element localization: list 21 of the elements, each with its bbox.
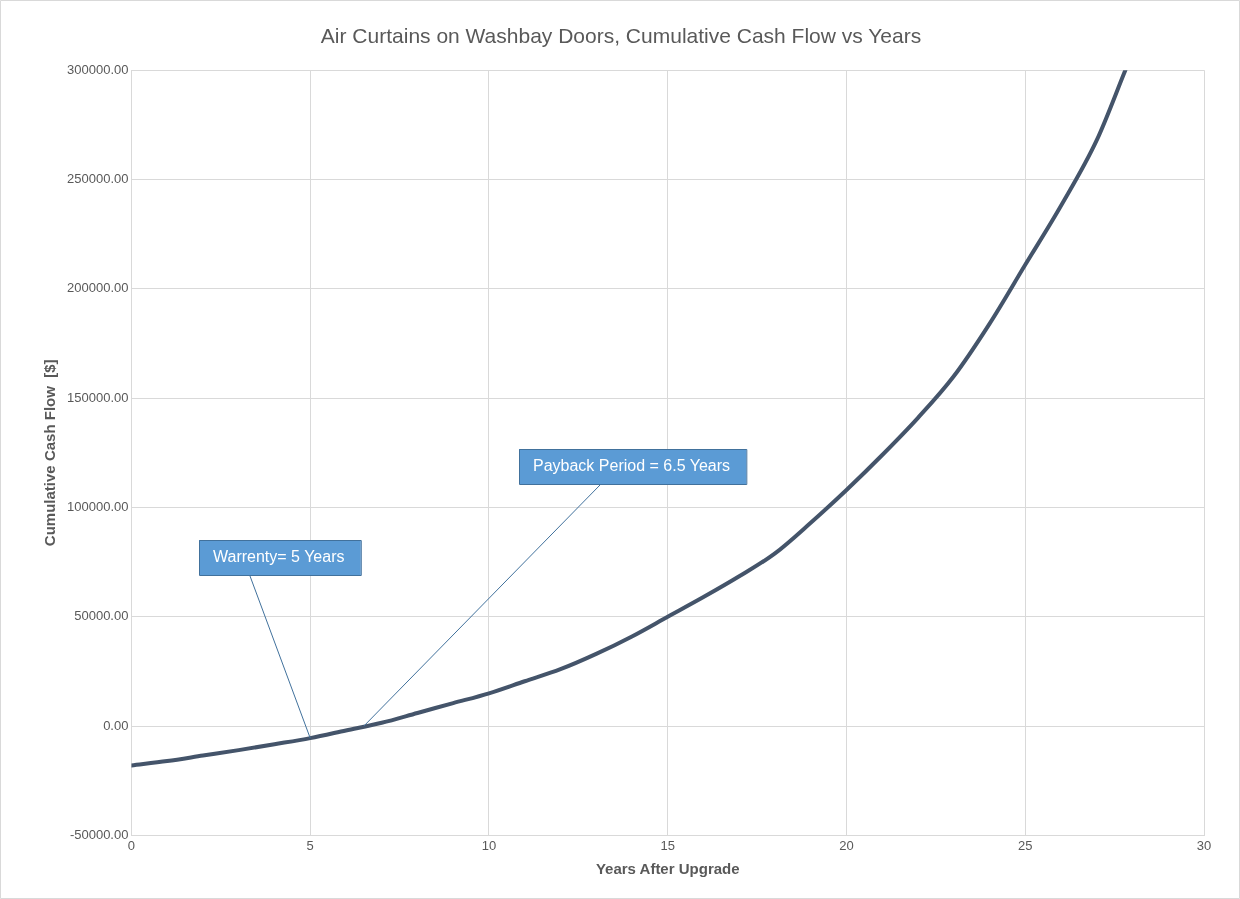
x-tick-label: 0	[127, 837, 136, 853]
line-series	[131, 70, 1128, 768]
x-tick-label: 10	[481, 837, 497, 853]
x-tick-label: 30	[1196, 837, 1212, 853]
y-tick-label: -50000.00	[69, 826, 129, 842]
annotation: Payback Period = 6.5 Years	[533, 456, 731, 474]
x-axis-title: Years After Upgrade	[595, 860, 740, 878]
y-tick-label: 50000.00	[74, 608, 129, 624]
y-tick-label: 300000.00	[67, 61, 129, 77]
y-axis-title: Cumulative Cash Flow [$]	[41, 359, 59, 547]
annotation: Warrenty= 5 Years	[213, 547, 345, 565]
y-tick-label: 150000.00	[67, 389, 129, 405]
x-tick-label: 20	[839, 837, 854, 853]
y-tick-label: 100000.00	[67, 499, 129, 515]
x-tick-label: 25	[1018, 837, 1033, 853]
x-tick-label: 15	[660, 837, 675, 853]
y-tick-label: 0.00	[103, 717, 129, 733]
y-tick-label: 250000.00	[67, 171, 129, 187]
chart-title: Air Curtains on Washbay Doors, Cumulative Cash Flow vs Years	[320, 24, 922, 48]
y-tick-label: 200000.00	[67, 280, 129, 296]
x-tick-label: 5	[306, 837, 314, 853]
